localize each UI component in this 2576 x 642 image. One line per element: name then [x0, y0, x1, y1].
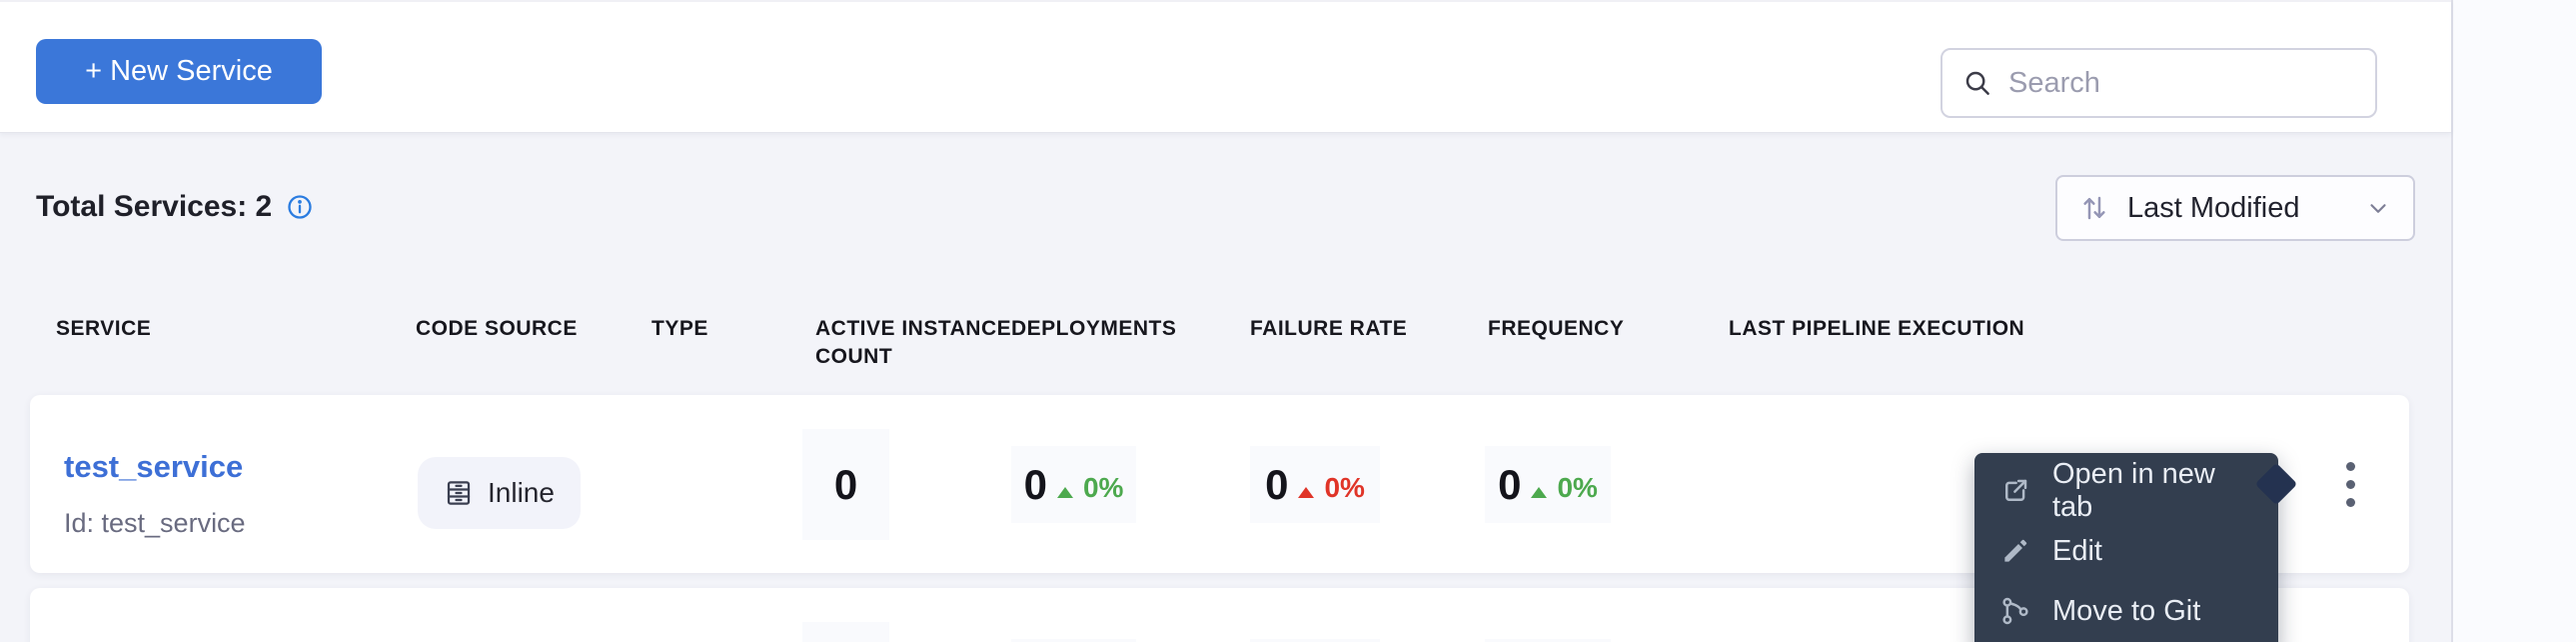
menu-item-label: Open in new tab [2052, 458, 2215, 523]
menu-item-label: Edit [2052, 534, 2102, 567]
trend-up-icon [1531, 487, 1548, 498]
code-source-badge: Inline [418, 457, 581, 529]
code-source-label: Inline [488, 477, 555, 508]
frequency-box: 0 0% [1485, 446, 1611, 523]
row-context-menu: Open in new tab Edit Move to Git [1974, 453, 2298, 642]
sort-dropdown[interactable]: Last Modified [2055, 175, 2415, 241]
failure-rate-delta: 0% [1324, 471, 1365, 503]
deployments-value: 0 [1023, 460, 1047, 508]
column-header-frequency: FREQUENCY [1488, 317, 1625, 340]
failure-rate-value: 0 [1265, 460, 1289, 508]
trend-up-icon [1056, 487, 1073, 498]
active-instance-count-box: 0 [802, 429, 889, 540]
menu-item-edit[interactable]: Edit [1974, 521, 2278, 581]
total-services: Total Services: 2 [36, 190, 314, 224]
menu-item-open-in-new-tab[interactable]: Open in new tab [1974, 458, 2278, 523]
menu-item-move-to-git[interactable]: Move to Git [1974, 581, 2278, 641]
column-header-failure-rate: FAILURE RATE [1250, 317, 1408, 340]
info-icon[interactable] [286, 193, 314, 221]
column-header-deployments: DEPLOYMENTS [1011, 317, 1177, 340]
trend-up-icon [1298, 487, 1315, 498]
right-gutter [2451, 0, 2576, 642]
service-name-link[interactable]: test_service [64, 449, 244, 484]
search-input[interactable] [2008, 66, 2385, 100]
column-header-type: TYPE [651, 317, 708, 340]
chevron-down-icon [2365, 195, 2391, 221]
deployments-delta: 0% [1082, 471, 1124, 503]
failure-rate-box: 0 0% [1250, 446, 1380, 523]
service-id-label: Id: test_service [64, 508, 246, 538]
row-options-kebab-menu-icon[interactable] [2330, 461, 2370, 507]
deployments-box [1011, 639, 1136, 642]
column-header-service: SERVICE [56, 317, 152, 340]
sort-dropdown-label: Last Modified [2127, 191, 2300, 224]
deployments-box: 0 0% [1011, 446, 1136, 523]
total-services-label: Total Services: 2 [36, 190, 273, 223]
sort-arrows-icon [2079, 193, 2109, 223]
column-header-last-pipeline-execution: LAST PIPELINE EXECUTION [1729, 317, 2025, 340]
frequency-box [1485, 639, 1611, 642]
active-instance-count-value: 0 [833, 460, 858, 508]
top-bar: + New Service [0, 0, 2451, 133]
column-header-code-source: CODE SOURCE [416, 317, 578, 340]
open-in-new-tab-icon [2000, 476, 2030, 506]
move-to-git-icon [2000, 596, 2030, 626]
frequency-delta: 0% [1557, 471, 1598, 503]
search-icon [1962, 68, 1992, 98]
failure-rate-box [1250, 639, 1380, 642]
menu-item-label: Move to Git [2052, 594, 2201, 627]
edit-icon [2000, 536, 2030, 566]
frequency-value: 0 [1498, 460, 1522, 508]
inline-store-icon [444, 478, 474, 508]
active-instance-count-box [802, 622, 889, 642]
new-service-button[interactable]: + New Service [36, 39, 322, 104]
column-header-active-instance-count: ACTIVE INSTANCE COUNT [815, 317, 1012, 368]
search-box[interactable] [1940, 48, 2385, 118]
